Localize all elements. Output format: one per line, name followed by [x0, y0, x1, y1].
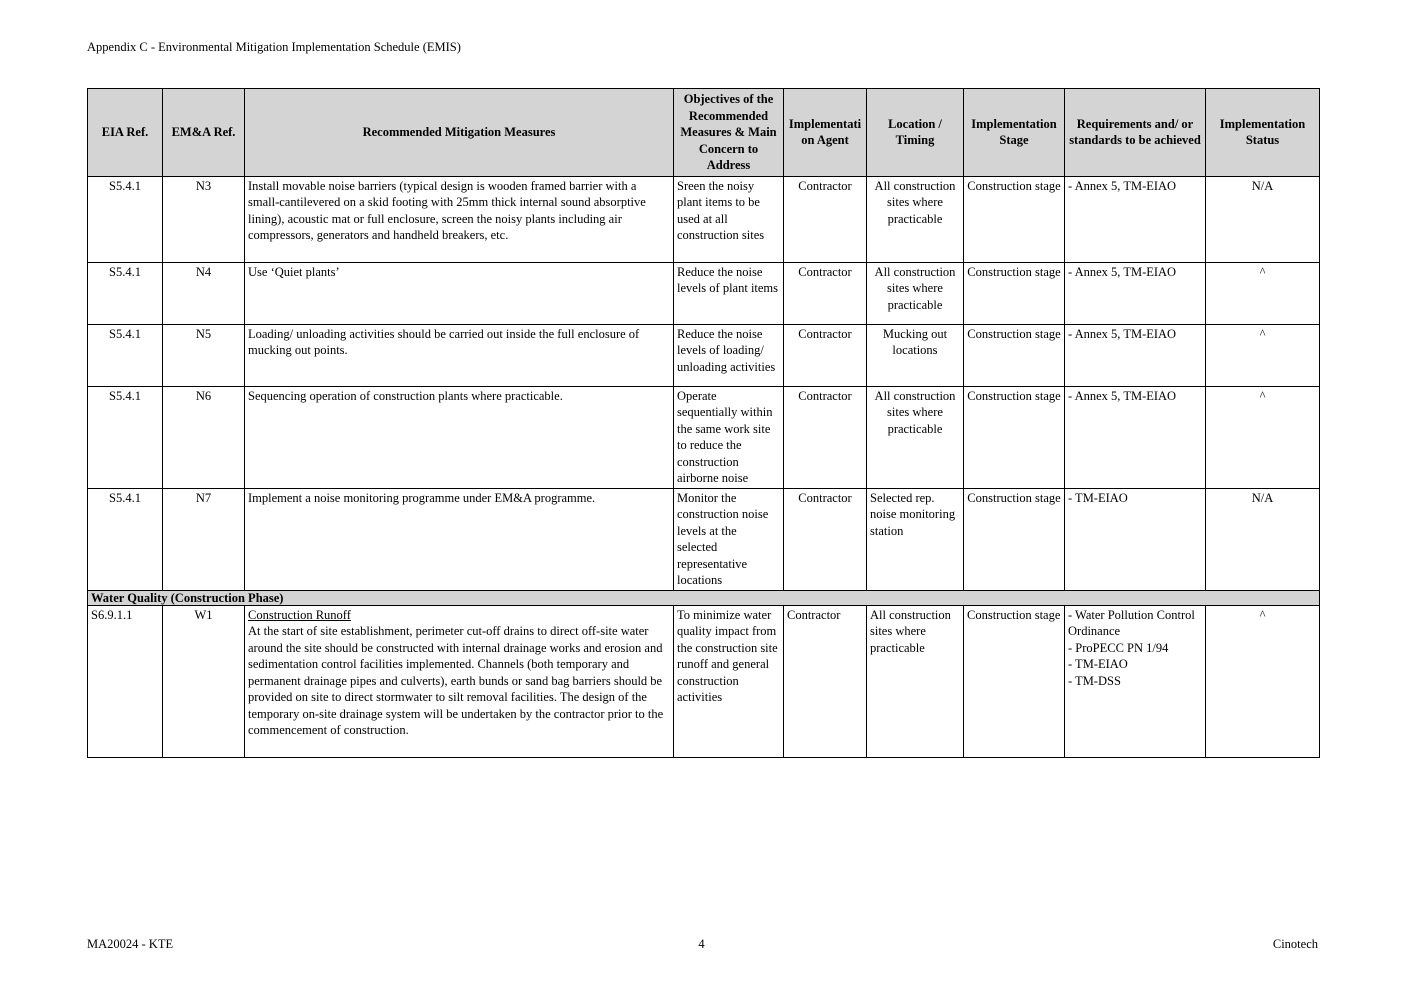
cell-agent: Contractor [783, 261, 867, 325]
cell-ema-ref: N4 [162, 261, 245, 325]
cell-ema-ref: N5 [162, 323, 245, 387]
cell-status: ^ [1205, 604, 1320, 758]
cell-status: ^ [1205, 385, 1320, 489]
cell-stage: Construction stage [963, 385, 1065, 489]
footer-page-number: 4 [698, 937, 705, 951]
cell-measures: Construction Runoff At the start of site … [244, 604, 674, 758]
section-label: Water Quality (Construction Phase) [87, 589, 1320, 606]
column-header-8: Implementation Status [1205, 88, 1320, 177]
cell-ema-ref: N3 [162, 175, 245, 263]
cell-status: N/A [1205, 487, 1320, 591]
cell-ema-ref: N6 [162, 385, 245, 489]
cell-ema-ref: N7 [162, 487, 245, 591]
cell-location: Selected rep. noise monitoring station [866, 487, 964, 591]
requirement-line: - Annex 5, TM-EIAO [1068, 178, 1177, 193]
measure-text: At the start of site establishment, peri… [248, 624, 664, 738]
measure-text: Install movable noise barriers (typical … [248, 178, 646, 243]
cell-agent: Contractor [783, 385, 867, 489]
requirement-line: - Water Pollution Control Ordinance [1068, 607, 1195, 639]
cell-objectives: To minimize water quality impact from th… [673, 604, 784, 758]
cell-location: All construction sites where practicable [866, 175, 964, 263]
footer-document-ref: MA20024 - KTE [87, 937, 174, 951]
emis-table: EIA Ref. EM&A Ref. Recommended Mitigation … [87, 88, 1320, 758]
column-header-7: Requirements and/ or standards to be ach… [1064, 88, 1206, 177]
cell-requirements: - Annex 5, TM-EIAO [1064, 175, 1206, 263]
measure-text: Loading/ unloading activities should be … [248, 326, 640, 358]
column-header-0: EIA Ref. [87, 88, 163, 177]
cell-stage: Construction stage [963, 487, 1065, 591]
measure-text: Implement a noise monitoring programme u… [248, 490, 596, 505]
column-header-3: Objectives of the Recommended Measures &… [673, 88, 784, 177]
page-title: Appendix C - Environmental Mitigation Im… [87, 40, 461, 54]
requirement-line: - TM-EIAO [1068, 490, 1128, 505]
cell-eia-ref: S5.4.1 [87, 261, 163, 325]
table-row: S5.4.1 N7 Implement a noise monitoring pro… [87, 487, 1320, 591]
column-header-6: Implementation Stage [963, 88, 1065, 177]
measure-text: Use ‘Quiet plants’ [248, 264, 340, 279]
cell-agent: Contractor [783, 604, 867, 758]
cell-status: ^ [1205, 261, 1320, 325]
table-body: S5.4.1 N3 Install movable noise barriers (… [87, 175, 1320, 758]
cell-status: ^ [1205, 323, 1320, 387]
column-header-2: Recommended Mitigation Measures [244, 88, 674, 177]
cell-requirements: - Annex 5, TM-EIAO [1064, 261, 1206, 325]
requirement-line: - Annex 5, TM-EIAO [1068, 326, 1177, 341]
cell-status: N/A [1205, 175, 1320, 263]
cell-location: Mucking out locations [866, 323, 964, 387]
cell-objectives: Monitor the construction noise levels at… [673, 487, 784, 591]
cell-eia-ref: S5.4.1 [87, 487, 163, 591]
cell-requirements: - Water Pollution Control Ordinance - Pro… [1064, 604, 1206, 758]
cell-objectives: Sreen the noisy plant items to be used a… [673, 175, 784, 263]
table-row: S5.4.1 N6 Sequencing operation of construc… [87, 385, 1320, 489]
cell-agent: Contractor [783, 323, 867, 387]
requirement-line: - Annex 5, TM-EIAO [1068, 264, 1177, 279]
cell-requirements: - Annex 5, TM-EIAO [1064, 385, 1206, 489]
cell-eia-ref: S5.4.1 [87, 323, 163, 387]
table-header-row: EIA Ref. EM&A Ref. Recommended Mitigation … [87, 88, 1320, 177]
cell-agent: Contractor [783, 487, 867, 591]
section-row: Water Quality (Construction Phase) [87, 589, 1320, 606]
cell-measures: Implement a noise monitoring programme u… [244, 487, 674, 591]
cell-objectives: Reduce the noise levels of loading/ unlo… [673, 323, 784, 387]
table-row: S5.4.1 N3 Install movable noise barriers (… [87, 175, 1320, 263]
cell-measures: Install movable noise barriers (typical … [244, 175, 674, 263]
cell-objectives: Operate sequentially within the same wor… [673, 385, 784, 489]
cell-location: All construction sites where practicable [866, 261, 964, 325]
column-header-1: EM&A Ref. [162, 88, 245, 177]
cell-eia-ref: S5.4.1 [87, 175, 163, 263]
cell-ema-ref: W1 [162, 604, 245, 758]
table-row: S5.4.1 N4 Use ‘Quiet plants’ Reduce the noi… [87, 261, 1320, 325]
column-header-5: Location / Timing [866, 88, 964, 177]
cell-measures: Loading/ unloading activities should be … [244, 323, 674, 387]
cell-location: All construction sites where practicable [866, 604, 964, 758]
column-header-4: Implementation Agent [783, 88, 867, 177]
cell-measures: Sequencing operation of construction pla… [244, 385, 674, 489]
cell-eia-ref: S5.4.1 [87, 385, 163, 489]
table-row: S5.4.1 N5 Loading/ unloading activities sh… [87, 323, 1320, 387]
cell-stage: Construction stage [963, 175, 1065, 263]
requirement-line: - TM-DSS [1068, 673, 1121, 688]
cell-agent: Contractor [783, 175, 867, 263]
requirement-line: - ProPECC PN 1/94 [1068, 640, 1169, 655]
measure-text: Sequencing operation of construction pla… [248, 388, 563, 403]
table-row: S6.9.1.1 W1 Construction Runoff At the star… [87, 604, 1320, 758]
cell-stage: Construction stage [963, 604, 1065, 758]
cell-requirements: - TM-EIAO [1064, 487, 1206, 591]
footer-company: Cinotech [1272, 937, 1318, 951]
requirement-line: - TM-EIAO [1068, 657, 1128, 672]
cell-measures: Use ‘Quiet plants’ [244, 261, 674, 325]
cell-eia-ref: S6.9.1.1 [87, 604, 163, 758]
cell-stage: Construction stage [963, 261, 1065, 325]
cell-requirements: - Annex 5, TM-EIAO [1064, 323, 1206, 387]
cell-stage: Construction stage [963, 323, 1065, 387]
measure-title: Construction Runoff [248, 607, 351, 622]
requirement-line: - Annex 5, TM-EIAO [1068, 388, 1177, 403]
cell-location: All construction sites where practicable [866, 385, 964, 489]
cell-objectives: Reduce the noise levels of plant items [673, 261, 784, 325]
